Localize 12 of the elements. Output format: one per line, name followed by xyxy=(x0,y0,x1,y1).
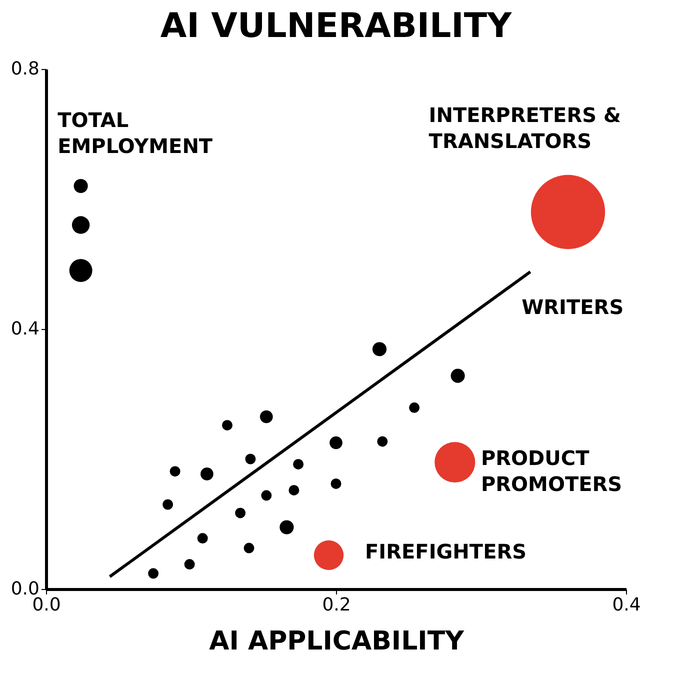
y-tick-label: 0.4 xyxy=(10,318,40,340)
x-axis-title: AI APPLICABILITY xyxy=(209,626,466,656)
x-tick-label: 0.2 xyxy=(322,594,351,616)
annotation: PRODUCT PROMOTERS xyxy=(481,446,622,496)
x-tick-label: 0.4 xyxy=(612,594,641,616)
annotation: FIREFIGHTERS xyxy=(365,540,527,564)
y-tick-label: 0.8 xyxy=(10,58,40,80)
x-tick-label: 0.0 xyxy=(32,594,61,616)
annotation: WRITERS xyxy=(522,295,624,320)
annotation: INTERPRETERS & TRANSLATORS xyxy=(428,102,621,153)
annotation: TOTAL EMPLOYMENT xyxy=(58,108,213,158)
chart-title: AI VULNERABILITY xyxy=(160,6,512,46)
